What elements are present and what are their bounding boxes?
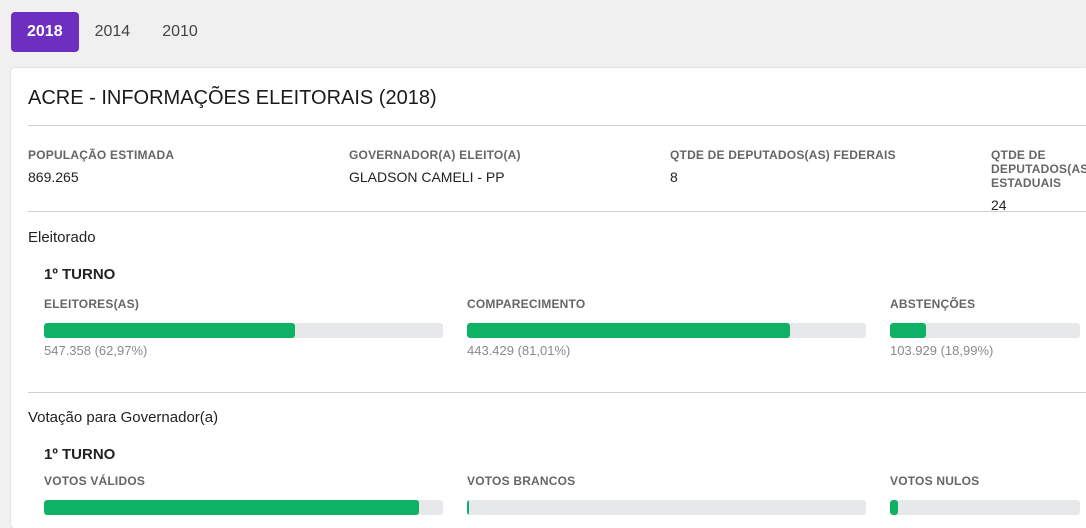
- progress-bar: [890, 323, 1080, 338]
- stat-votos-validos: VOTOS VÁLIDOS: [44, 474, 443, 515]
- stat-abstencoes: ABSTENÇÕES 103.929 (18,99%): [890, 297, 1080, 358]
- progress-fill: [467, 500, 469, 515]
- info-label: POPULAÇÃO ESTIMADA: [28, 148, 175, 162]
- info-governador: GOVERNADOR(A) ELEITO(A) GLADSON CAMELI - …: [349, 148, 649, 185]
- info-label: GOVERNADOR(A) ELEITO(A): [349, 148, 521, 162]
- progress-bar: [467, 323, 866, 338]
- section-governador: Votação para Governador(a): [28, 409, 219, 426]
- progress-bar: [44, 500, 443, 515]
- divider: [28, 125, 1086, 126]
- progress-bar: [890, 500, 1080, 515]
- year-tabs: 2018 2014 2010: [11, 12, 214, 52]
- stat-label: ELEITORES(AS): [44, 297, 140, 311]
- progress-bar: [44, 323, 443, 338]
- stat-label: COMPARECIMENTO: [467, 297, 586, 311]
- progress-fill: [44, 323, 296, 338]
- stat-label: VOTOS NULOS: [890, 474, 980, 488]
- stat-label: VOTOS BRANCOS: [467, 474, 576, 488]
- divider: [28, 392, 1086, 393]
- info-dep-estaduais: QTDE DE DEPUTADOS(AS) ESTADUAIS 24: [991, 148, 1086, 213]
- section-eleitorado: Eleitorado: [28, 229, 96, 246]
- stat-value: 443.429 (81,01%): [467, 343, 571, 358]
- tab-2010[interactable]: 2010: [162, 23, 198, 40]
- stat-label: ABSTENÇÕES: [890, 297, 976, 311]
- stat-votos-brancos: VOTOS BRANCOS: [467, 474, 866, 515]
- stat-label: VOTOS VÁLIDOS: [44, 474, 146, 488]
- stat-value: 103.929 (18,99%): [890, 343, 994, 358]
- info-populacao: POPULAÇÃO ESTIMADA 869.265: [28, 148, 328, 185]
- progress-fill: [44, 500, 420, 515]
- stat-value: 547.358 (62,97%): [44, 343, 148, 358]
- turno-heading: 1º TURNO: [44, 266, 116, 283]
- turno-heading: 1º TURNO: [44, 446, 116, 463]
- tab-2018[interactable]: 2018: [11, 12, 79, 52]
- progress-fill: [890, 323, 927, 338]
- divider: [28, 211, 1086, 212]
- stat-comparecimento: COMPARECIMENTO 443.429 (81,01%): [467, 297, 866, 358]
- stat-votos-nulos: VOTOS NULOS: [890, 474, 1080, 515]
- progress-fill: [467, 323, 791, 338]
- info-dep-federais: QTDE DE DEPUTADOS(AS) FEDERAIS 8: [670, 148, 970, 185]
- stat-eleitores: ELEITORES(AS) 547.358 (62,97%): [44, 297, 443, 358]
- info-label: QTDE DE DEPUTADOS(AS) ESTADUAIS: [991, 148, 1086, 190]
- info-card: ACRE - INFORMAÇÕES ELEITORAIS (2018) POP…: [11, 68, 1086, 528]
- progress-bar: [467, 500, 866, 515]
- info-value: 869.265: [28, 169, 79, 185]
- progress-fill: [890, 500, 898, 515]
- page-title: ACRE - INFORMAÇÕES ELEITORAIS (2018): [28, 87, 437, 109]
- info-label: QTDE DE DEPUTADOS(AS) FEDERAIS: [670, 148, 896, 162]
- info-value: 24: [991, 197, 1007, 213]
- info-value: GLADSON CAMELI - PP: [349, 169, 505, 185]
- info-value: 8: [670, 169, 678, 185]
- tab-2014[interactable]: 2014: [94, 23, 131, 40]
